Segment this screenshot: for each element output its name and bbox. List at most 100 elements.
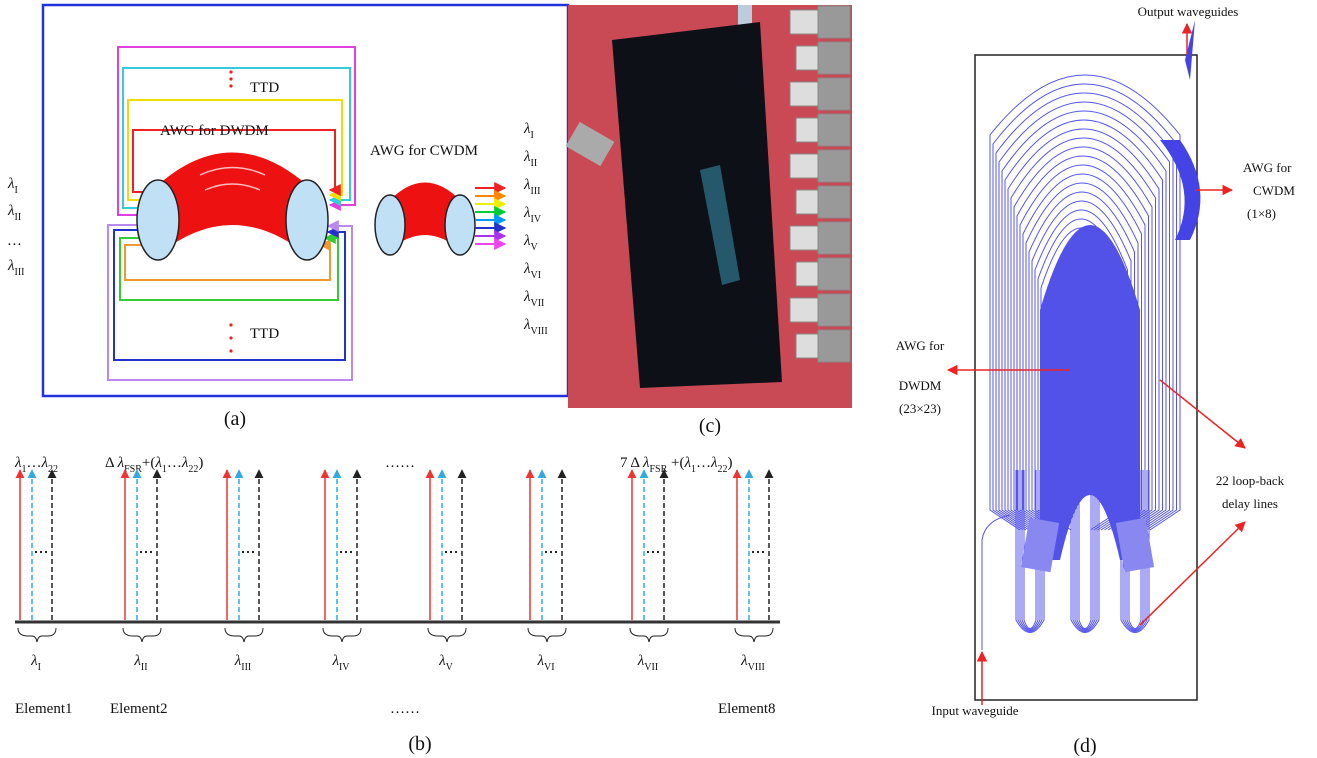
lambda-subscript: II: [531, 158, 538, 169]
brace: [225, 628, 263, 642]
awg-dwdm-label: AWG for: [896, 338, 945, 353]
brace: [323, 628, 361, 642]
awg-dwdm-label: (23×23): [899, 401, 941, 416]
header-part: FSR: [650, 464, 668, 475]
awg-dwdm-label: DWDM: [899, 378, 942, 393]
lambda-subscript: IV: [339, 662, 350, 673]
lambda-label: λVII: [523, 289, 544, 309]
lambda-label: λIII: [7, 258, 25, 278]
lambda-subscript: II: [15, 212, 22, 223]
connector-body: [818, 150, 850, 182]
lambda-subscript: II: [141, 662, 148, 673]
awg-dwdm-fan: [1040, 225, 1140, 560]
lambda-subscript: V: [531, 242, 539, 253]
awg-cwdm-label: AWG for: [1243, 160, 1292, 175]
ttd-label: TTD: [250, 326, 279, 342]
connector-body: [818, 222, 850, 254]
header-part: +(: [142, 455, 155, 471]
header-part: 22: [718, 464, 728, 475]
connector: [790, 154, 818, 178]
input-label: Input waveguide: [931, 703, 1018, 718]
header-part: ……: [385, 455, 415, 471]
star-coupler: [286, 180, 328, 260]
brace: [428, 628, 466, 642]
panel-label: (c): [699, 415, 721, 437]
lambda-subscript: VII: [531, 298, 545, 309]
panel-c: (c): [566, 5, 852, 437]
header-label: Δ λFSR+(λ1…λ22): [105, 455, 203, 475]
lambda-subscript: I: [531, 130, 534, 141]
output-label: Output waveguides: [1138, 4, 1239, 19]
connector-body: [818, 42, 850, 74]
lambda-label: λII: [133, 653, 147, 673]
connector-body: [818, 186, 850, 218]
header-part: FSR: [124, 464, 142, 475]
lambda-label: λIII: [234, 653, 252, 673]
header-part: Δ: [105, 455, 118, 471]
connector: [790, 10, 818, 34]
lambda-label: λVII: [637, 653, 658, 673]
element-label: Element8: [718, 701, 775, 717]
input-waveguide: [982, 515, 1010, 650]
lambda-label: λIV: [523, 205, 542, 225]
header-part: …: [167, 455, 182, 471]
connector: [790, 226, 818, 250]
connector-body: [818, 258, 850, 290]
header-part: …: [696, 455, 711, 471]
panel-label: (d): [1073, 735, 1096, 757]
lambda-subscript: VIII: [748, 662, 765, 673]
connector: [790, 82, 818, 106]
loops-label: delay lines: [1222, 496, 1278, 511]
element-label: ……: [390, 701, 420, 717]
lambda-subscript: IV: [531, 214, 542, 225]
lambda-subscript: VI: [544, 662, 555, 673]
connector-body: [818, 294, 850, 326]
star-coupler: [137, 180, 179, 260]
lambda-subscript: I: [15, 185, 18, 196]
lambda-subscript: III: [15, 267, 25, 278]
panel-b: (b): [15, 622, 780, 755]
header-label: 7 Δ λFSR +(λ1…λ22): [620, 455, 733, 475]
lambda-label: λIII: [523, 177, 541, 197]
ttd-label: TTD: [250, 80, 279, 96]
awg-dwdm-label: AWG for DWDM: [160, 123, 269, 139]
header-part: ): [198, 455, 203, 471]
header-part: 22: [188, 464, 198, 475]
panel-d: Output waveguides AWG for CWDM (1×8) AWG…: [896, 4, 1296, 757]
connector-body: [818, 6, 850, 38]
header-part: 7 Δ: [620, 455, 643, 471]
lambda-subscript: I: [38, 662, 41, 673]
header-part: …: [27, 455, 42, 471]
panel-label: (b): [408, 733, 431, 755]
lambda-label: λVI: [523, 261, 541, 281]
lambda-symbol: …: [8, 233, 21, 249]
brace: [630, 628, 668, 642]
lambda-label: λVIII: [740, 653, 765, 673]
connector-body: [818, 78, 850, 110]
lambda-label: λI: [30, 653, 41, 673]
lambda-label: λIV: [331, 653, 350, 673]
lambda-subscript: V: [446, 662, 454, 673]
lambda-label: λV: [438, 653, 454, 673]
lambda-subscript: VIII: [531, 326, 548, 337]
lambda-label: λI: [7, 176, 18, 196]
loops-label: 22 loop-back: [1216, 473, 1285, 488]
connector: [790, 298, 818, 322]
header-label: ……: [385, 455, 415, 471]
connector-body: [818, 330, 850, 362]
element-label: Element2: [110, 701, 167, 717]
element-label: Element1: [15, 701, 72, 717]
brace: [18, 628, 56, 642]
panel-label: (a): [224, 408, 246, 430]
header-part: 22: [48, 464, 58, 475]
lambda-label: λI: [523, 121, 534, 141]
lambda-subscript: III: [241, 662, 251, 673]
brace: [735, 628, 773, 642]
connector-body: [818, 114, 850, 146]
lambda-label: λVIII: [523, 317, 548, 337]
figure: TTD TTD AWG for DWDM AWG for CWDM (a) (c…: [0, 0, 1317, 758]
lambda-label: …: [8, 233, 21, 249]
lambda-subscript: III: [531, 186, 541, 197]
lambda-subscript: VII: [644, 662, 658, 673]
brace: [528, 628, 566, 642]
